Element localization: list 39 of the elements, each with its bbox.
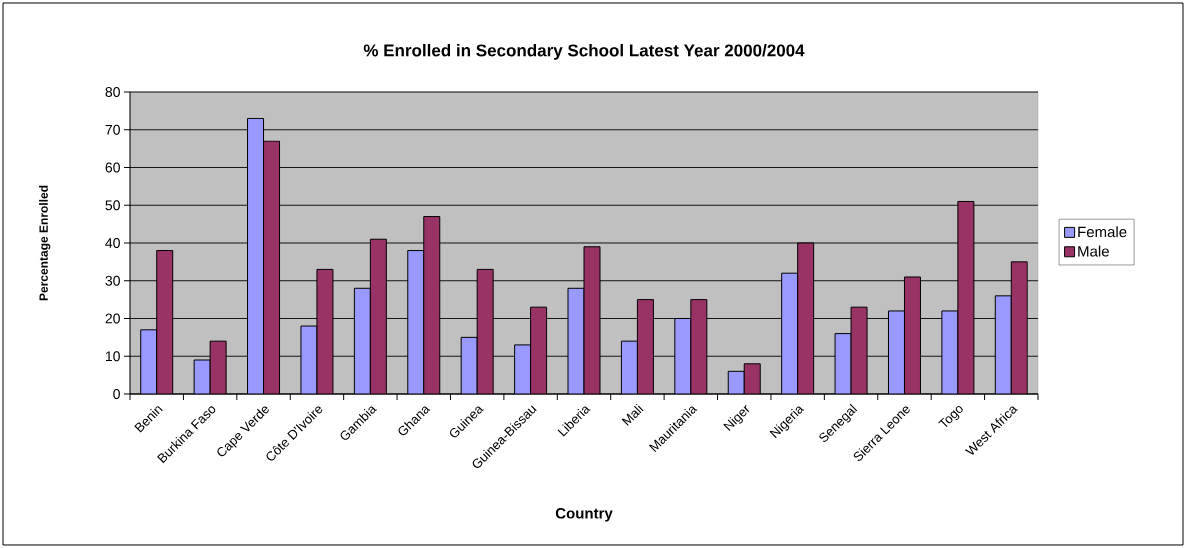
bar bbox=[263, 140, 281, 394]
bar bbox=[514, 344, 532, 394]
y-tick-label: 40 bbox=[105, 238, 120, 248]
bar bbox=[620, 340, 638, 394]
bar bbox=[353, 287, 371, 394]
bar bbox=[797, 242, 815, 394]
bar bbox=[903, 276, 921, 394]
legend-label: Female bbox=[1078, 226, 1127, 238]
bar bbox=[887, 310, 905, 394]
y-tick-label: 10 bbox=[105, 351, 120, 362]
bar bbox=[674, 317, 692, 394]
y-tick-label: 70 bbox=[105, 124, 120, 135]
y-axis-title: Percentage Enrolled bbox=[39, 185, 51, 301]
bar bbox=[247, 117, 265, 394]
x-axis-title: Country bbox=[555, 507, 613, 522]
bar bbox=[156, 250, 174, 394]
chart-title: % Enrolled in Secondary School Latest Year 2000/2004 bbox=[363, 43, 805, 60]
bar bbox=[636, 299, 654, 394]
bar bbox=[369, 238, 387, 394]
bar bbox=[994, 295, 1012, 394]
bar bbox=[1010, 261, 1028, 394]
y-tick-label: 50 bbox=[105, 200, 120, 211]
x-tick-label: Togo bbox=[938, 405, 963, 427]
bar bbox=[530, 306, 548, 394]
y-tick-label: 0 bbox=[113, 389, 120, 399]
y-tick-label: 80 bbox=[105, 87, 120, 97]
bar bbox=[690, 299, 708, 394]
x-tick-label: Mali bbox=[621, 403, 644, 426]
bar bbox=[743, 363, 761, 394]
bar bbox=[423, 216, 441, 394]
bar bbox=[140, 329, 158, 394]
bar bbox=[460, 336, 478, 394]
bar bbox=[781, 272, 799, 394]
y-tick-label: 60 bbox=[105, 162, 120, 173]
y-tick-label: 20 bbox=[105, 313, 120, 324]
bar bbox=[476, 268, 494, 394]
bar bbox=[407, 250, 425, 394]
y-tick-label: 30 bbox=[105, 275, 120, 286]
legend-label: Male bbox=[1078, 245, 1109, 257]
